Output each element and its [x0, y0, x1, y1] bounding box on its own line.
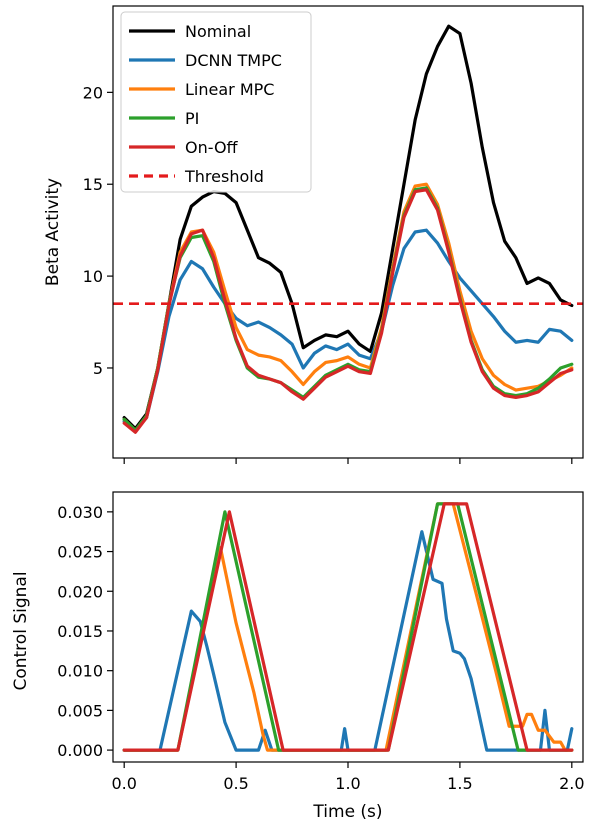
beta-series-on-off [122, 188, 574, 434]
beta-activity-y-axis-label: Beta Activity [43, 178, 63, 286]
control-y-tick-label: 0.030 [57, 503, 103, 522]
legend-label-dcnn-tmpc: DCNN TMPC [185, 51, 282, 70]
control-x-tick-label: 0.0 [111, 774, 136, 793]
control-x-tick-label: 0.5 [223, 774, 248, 793]
control-series-linear-mpc [122, 502, 574, 752]
control-y-tick-label: 0.025 [57, 543, 103, 562]
control-signal-x-ticks: 0.0 0.5 1.0 1.5 2.0 [111, 762, 585, 793]
beta-y-tick-label: 20 [83, 83, 103, 102]
control-x-tick-label: 1.5 [447, 774, 472, 793]
control-series-on-off [122, 502, 574, 752]
legend-label-linear-mpc: Linear MPC [185, 80, 274, 99]
time-x-axis-label: Time (s) [312, 802, 382, 822]
control-x-tick-label: 1.0 [335, 774, 360, 793]
control-signal-y-ticks: 0.000 0.005 0.010 0.015 0.020 0.025 0.030 [57, 503, 113, 760]
control-y-tick-label: 0.020 [57, 582, 103, 601]
beta-activity-x-ticks [123, 458, 573, 464]
control-signal-y-axis-label: Control Signal [11, 571, 31, 690]
control-series-dcnn-tmpc [122, 530, 574, 752]
legend-label-threshold: Threshold [184, 167, 264, 186]
legend: Nominal DCNN TMPC Linear MPC PI On-Off Thresh… [120, 11, 312, 193]
control-signal-panel: 0.0 0.5 1.0 1.5 2.0 0.000 0.005 0.010 0.015 0.02… [11, 491, 585, 822]
beta-activity-panel: 5 10 15 20 Beta Activity Nominal DCNN TMPC Li… [43, 5, 584, 464]
beta-y-tick-label: 5 [93, 359, 103, 378]
legend-label-on-off: On-Off [185, 138, 239, 157]
control-y-tick-label: 0.000 [57, 741, 103, 760]
beta-activity-plot-area [113, 24, 583, 434]
beta-y-tick-label: 15 [83, 175, 103, 194]
legend-label-pi: PI [185, 109, 199, 128]
control-y-tick-label: 0.015 [57, 622, 103, 641]
control-y-tick-label: 0.005 [57, 701, 103, 720]
beta-activity-y-ticks: 5 10 15 20 [83, 83, 113, 378]
control-y-tick-label: 0.010 [57, 662, 103, 681]
beta-series-dcnn-tmpc [122, 228, 574, 433]
legend-label-nominal: Nominal [185, 22, 251, 41]
control-signal-plot-area [122, 502, 574, 752]
beta-series-nominal [122, 24, 574, 431]
beta-y-tick-label: 10 [83, 267, 103, 286]
control-x-tick-label: 2.0 [559, 774, 584, 793]
